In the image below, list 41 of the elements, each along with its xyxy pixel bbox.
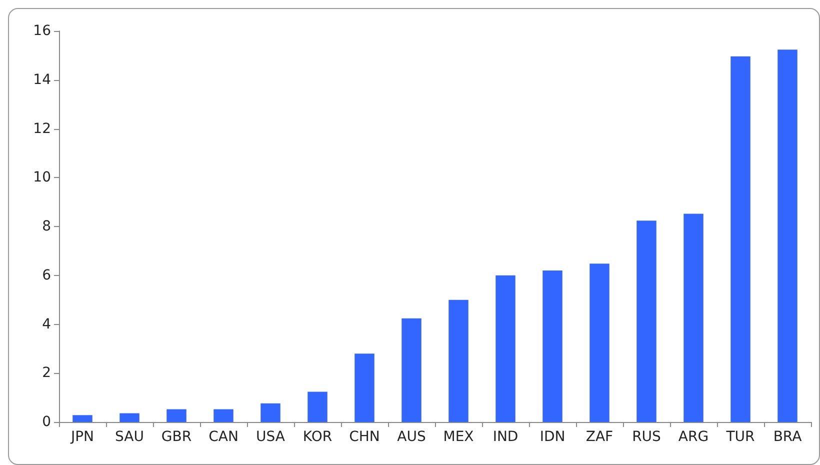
x-tick-label: USA: [256, 429, 286, 445]
x-tick-label: CHN: [349, 429, 380, 445]
bar: [120, 413, 140, 422]
x-tick-label: JPN: [70, 429, 94, 445]
x-tick-label: ZAF: [586, 429, 614, 445]
x-tick-label: RUS: [632, 429, 662, 445]
y-tick-label: 12: [33, 120, 51, 137]
x-tick-label: MEX: [443, 429, 474, 445]
y-tick-label: 14: [33, 72, 52, 88]
bar: [72, 415, 92, 422]
x-tick-label: KOR: [302, 429, 332, 445]
y-tick-label: 16: [33, 23, 52, 39]
x-tick-label: GBR: [161, 429, 192, 445]
x-tick-label: BRA: [773, 429, 802, 445]
bar: [496, 275, 516, 422]
x-tick-label: SAU: [115, 429, 144, 445]
bar: [260, 403, 280, 422]
bar: [684, 214, 704, 422]
x-tick-label: TUR: [725, 429, 756, 445]
x-tick-label: ARG: [678, 429, 709, 445]
bar: [730, 56, 750, 422]
bar: [402, 318, 422, 422]
x-tick-label: IND: [492, 429, 518, 445]
y-tick-label: 2: [42, 365, 51, 382]
bar: [590, 264, 610, 422]
bar: [636, 220, 656, 422]
y-tick-label: 8: [42, 218, 51, 234]
bar: [542, 270, 562, 422]
bar: [214, 409, 234, 422]
x-tick-label: AUS: [397, 429, 426, 445]
bar: [778, 50, 798, 422]
y-tick-label: 6: [42, 267, 52, 284]
y-tick-label: 0: [42, 414, 51, 430]
bar: [354, 354, 374, 422]
bar: [308, 392, 328, 422]
bar: [166, 409, 186, 422]
bar: [448, 300, 468, 422]
x-tick-label: IDN: [540, 429, 566, 445]
y-tick-label: 10: [33, 170, 51, 186]
y-tick-label: 4: [42, 316, 52, 332]
x-tick-label: CAN: [208, 429, 238, 445]
